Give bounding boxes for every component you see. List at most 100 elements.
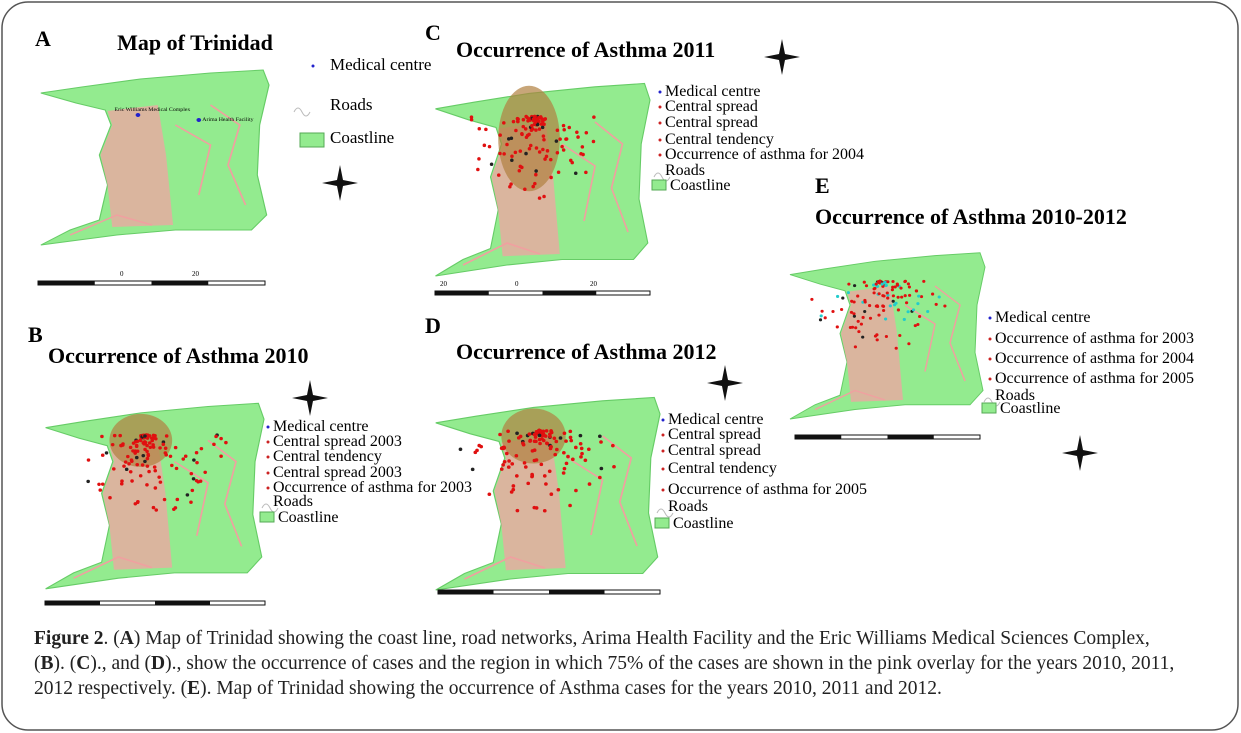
- case-dot: [118, 433, 122, 438]
- case-dot: [599, 440, 603, 444]
- case-dot: [886, 296, 890, 300]
- case-dot: [541, 438, 546, 443]
- case-dot: [882, 308, 886, 313]
- legend-dot: [658, 121, 662, 125]
- case-dot: [119, 482, 124, 486]
- case-dot: [916, 322, 920, 326]
- legend-label: Medical centre: [665, 83, 761, 100]
- case-dot: [556, 170, 561, 175]
- case-dot: [886, 280, 890, 284]
- legend-dot: [988, 357, 992, 361]
- case-dot: [896, 295, 900, 299]
- case-dot: [568, 503, 572, 508]
- case-dot: [566, 454, 570, 459]
- case-dot: [893, 303, 897, 307]
- case-dot: [533, 120, 538, 124]
- case-dot: [174, 466, 179, 471]
- case-dot: [523, 187, 527, 191]
- scale-seg: [542, 291, 597, 295]
- case-dot: [875, 333, 879, 337]
- case-dot: [509, 182, 513, 186]
- caption-text: ). Map of Trinidad showing the occurrenc…: [200, 678, 942, 699]
- case-dot: [913, 324, 917, 328]
- panel-letter: C: [425, 20, 441, 45]
- case-dot: [898, 333, 902, 338]
- case-dot: [579, 455, 583, 459]
- case-dot: [476, 167, 480, 172]
- case-dot: [496, 173, 501, 177]
- case-dot: [475, 448, 479, 453]
- case-dot: [570, 457, 575, 462]
- case-dot: [891, 285, 895, 289]
- case-dot: [549, 175, 553, 180]
- case-dot: [836, 294, 840, 298]
- case-dot: [224, 440, 228, 445]
- case-dot: [537, 150, 542, 154]
- case-dot: [86, 458, 91, 462]
- case-dot: [900, 295, 904, 299]
- case-dot: [908, 293, 912, 297]
- legend-label: Coastline: [330, 128, 394, 147]
- case-dot: [128, 445, 133, 450]
- legend-label: Central spread: [665, 98, 758, 115]
- case-dot: [853, 345, 857, 349]
- case-dot: [586, 447, 591, 451]
- case-dot: [527, 117, 531, 121]
- case-dot: [110, 442, 115, 447]
- legend-dot: [661, 418, 665, 422]
- panel-letter: A: [35, 26, 51, 51]
- panel-title: Occurrence of Asthma 2011: [456, 37, 715, 62]
- compass: [1062, 435, 1098, 471]
- case-dot: [148, 445, 153, 449]
- legend-label: Roads: [668, 498, 708, 515]
- panel-letter: E: [815, 173, 830, 198]
- case-dot: [138, 474, 143, 478]
- case-dot: [505, 142, 509, 147]
- legend-dot: [661, 433, 665, 437]
- case-dot: [885, 291, 889, 295]
- case-dot: [890, 288, 894, 292]
- case-dot: [840, 307, 844, 311]
- case-dot: [868, 304, 872, 308]
- case-dot: [580, 145, 585, 149]
- case-dot: [219, 454, 223, 458]
- case-dot: [511, 484, 516, 488]
- case-dot: [153, 469, 158, 473]
- case-dot: [541, 134, 546, 138]
- case-dot: [145, 449, 149, 454]
- case-dot: [823, 316, 827, 320]
- case-dot: [511, 119, 516, 124]
- case-dot: [135, 462, 140, 467]
- caption-ref: A: [119, 628, 134, 649]
- case-dot: [526, 481, 531, 486]
- case-dot: [479, 444, 484, 449]
- case-dot: [561, 148, 566, 152]
- case-dot: [863, 300, 867, 304]
- case-dot: [143, 434, 147, 438]
- case-dot: [219, 436, 223, 441]
- case-dot: [510, 158, 514, 163]
- scale-seg: [38, 281, 95, 285]
- legend-swatch: [654, 517, 670, 529]
- case-dot: [141, 453, 146, 458]
- case-dot: [859, 322, 863, 326]
- case-dot: [523, 465, 528, 469]
- case-dot: [584, 131, 589, 135]
- case-dot: [104, 451, 109, 455]
- case-dot: [469, 115, 474, 119]
- case-dot: [487, 144, 492, 149]
- case-dot: [170, 463, 174, 468]
- legend-road: [261, 503, 279, 513]
- case-dot: [124, 467, 129, 472]
- case-dot: [194, 451, 199, 455]
- case-dot: [544, 154, 549, 159]
- case-dot: [537, 119, 541, 123]
- case-dot: [530, 449, 535, 453]
- case-dot: [575, 130, 579, 134]
- case-dot: [510, 154, 514, 158]
- case-dot: [100, 434, 104, 439]
- case-dot: [154, 508, 159, 512]
- case-dot: [530, 123, 534, 128]
- scale-seg: [155, 601, 210, 605]
- legend-label: Occurrence of asthma for 2003: [273, 479, 472, 496]
